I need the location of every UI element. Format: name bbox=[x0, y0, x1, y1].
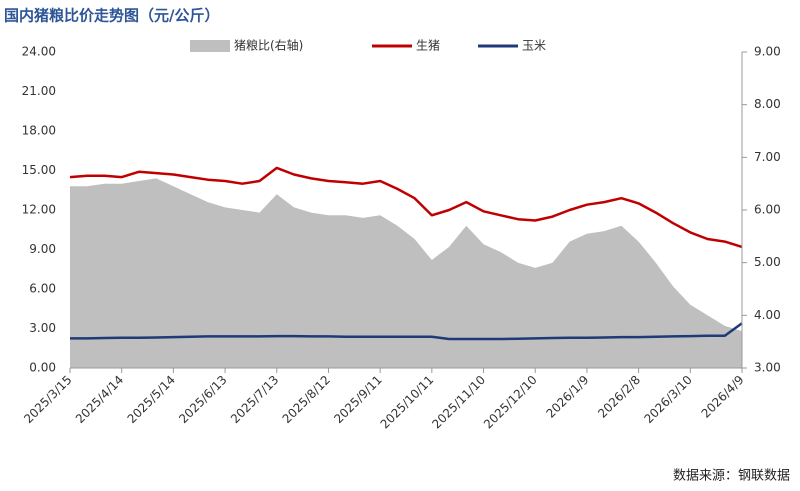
legend-label: 生猪 bbox=[416, 39, 440, 53]
y-tick-label: 0.00 bbox=[29, 361, 56, 375]
x-tick-label: 2026/1/9 bbox=[544, 373, 592, 421]
x-tick-label: 2025/10/11 bbox=[378, 373, 437, 432]
y-tick-label: 9.00 bbox=[29, 242, 56, 256]
legend-swatch bbox=[190, 40, 230, 52]
x-tick-label: 2026/2/8 bbox=[595, 373, 643, 421]
y2-tick-label: 4.00 bbox=[754, 308, 781, 322]
x-tick-label: 2026/4/9 bbox=[699, 373, 747, 421]
x-tick-label: 2025/6/13 bbox=[176, 373, 229, 426]
x-tick-label: 2025/4/14 bbox=[73, 373, 126, 426]
x-tick-label: 2025/9/11 bbox=[331, 373, 384, 426]
line bbox=[69, 166, 743, 249]
x-tick-label: 2025/7/13 bbox=[228, 373, 281, 426]
y-tick-label: 18.00 bbox=[22, 124, 56, 138]
x-tick-label: 2026/3/10 bbox=[641, 373, 694, 426]
y2-tick-label: 5.00 bbox=[754, 255, 781, 269]
legend-label: 猪粮比(右轴) bbox=[234, 38, 303, 53]
y-tick-label: 15.00 bbox=[22, 163, 56, 177]
y-tick-label: 12.00 bbox=[22, 203, 56, 217]
chart-title: 国内猪粮比价走势图（元/公斤） bbox=[4, 7, 219, 25]
y2-tick-label: 8.00 bbox=[754, 97, 781, 111]
y-tick-label: 3.00 bbox=[29, 321, 56, 335]
x-tick-label: 2025/5/14 bbox=[125, 373, 178, 426]
x-tick-label: 2025/12/10 bbox=[481, 373, 540, 432]
source-note: 数据来源：钢联数据 bbox=[673, 469, 790, 484]
x-tick-label: 2025/3/15 bbox=[21, 373, 74, 426]
y-tick-label: 6.00 bbox=[29, 282, 56, 296]
y-tick-label: 24.00 bbox=[22, 45, 56, 59]
area bbox=[70, 178, 742, 368]
x-tick-label: 2025/11/10 bbox=[429, 373, 488, 432]
y2-tick-label: 7.00 bbox=[754, 150, 781, 164]
y2-tick-label: 6.00 bbox=[754, 203, 781, 217]
y2-tick-label: 3.00 bbox=[754, 361, 781, 375]
y-tick-label: 21.00 bbox=[22, 84, 56, 98]
line bbox=[70, 322, 743, 341]
x-tick-label: 2025/8/12 bbox=[280, 373, 333, 426]
legend-label: 玉米 bbox=[522, 39, 546, 53]
y2-tick-label: 9.00 bbox=[754, 45, 781, 59]
